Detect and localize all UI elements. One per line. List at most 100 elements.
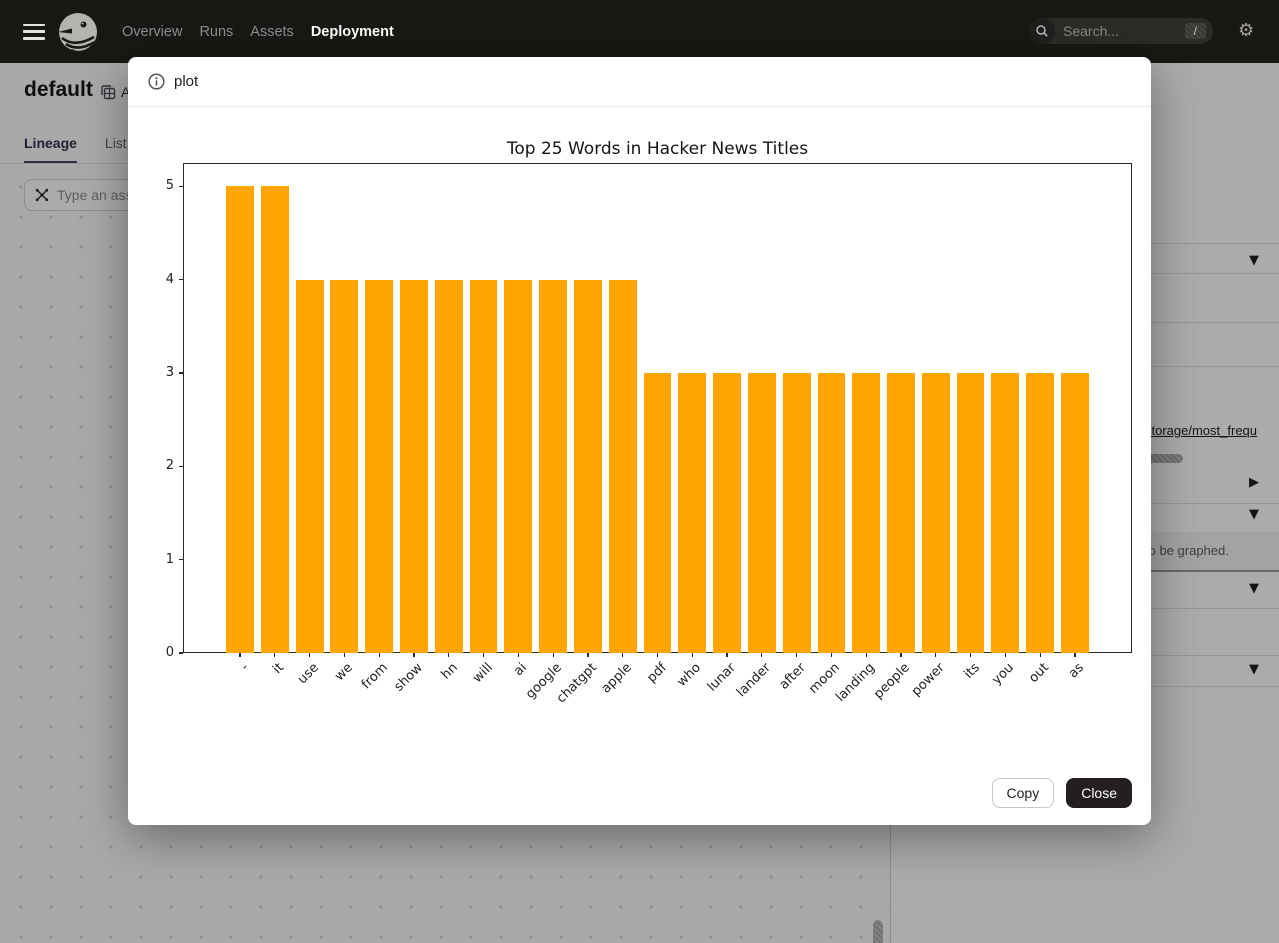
x-tick-mark (865, 653, 867, 657)
slash-shortcut-badge: / (1184, 23, 1206, 39)
gear-icon[interactable]: ⚙ (1238, 20, 1255, 41)
repo-label: A (101, 84, 130, 100)
y-tick-label: 3 (165, 365, 174, 380)
x-tick-mark (482, 653, 485, 657)
menu-icon[interactable] (23, 23, 45, 40)
x-tick-mark (448, 653, 450, 657)
info-icon (148, 73, 165, 90)
bar-google (539, 279, 568, 653)
bar-after (782, 373, 811, 653)
dagster-logo[interactable] (58, 12, 98, 52)
x-tick-mark (343, 653, 345, 657)
chart-title: Top 25 Words in Hacker News Titles (506, 139, 809, 159)
copy-button[interactable]: Copy (991, 778, 1055, 808)
search-box[interactable]: Search... / (1029, 18, 1213, 44)
nav-links: Overview Runs Assets Deployment (122, 24, 394, 40)
y-tick-label: 4 (165, 271, 174, 287)
chevron-down-icon[interactable]: ▼ (1249, 253, 1259, 268)
chevron-down-icon[interactable]: ▼ (1249, 507, 1259, 522)
search-placeholder: Search... (1063, 23, 1120, 39)
bar-as (1061, 373, 1089, 653)
bar-ai (504, 279, 533, 653)
nav-runs[interactable]: Runs (199, 23, 234, 40)
x-tick-mark (691, 653, 693, 657)
y-tick-mark (179, 185, 183, 187)
close-button[interactable]: Close (1066, 778, 1132, 808)
bar-who (678, 373, 707, 653)
bar-apple (608, 279, 637, 653)
x-tick-mark (969, 653, 972, 657)
bar-landing (852, 373, 881, 653)
plot-dialog: plot Top 25 Words in Hacker News Titles 0… (128, 57, 1151, 825)
x-tick-mark (309, 653, 311, 657)
bar-you (991, 373, 1020, 653)
zoom-slider[interactable] (873, 920, 883, 943)
bar-chatgpt (574, 279, 602, 653)
y-tick-label: 0 (165, 645, 174, 660)
x-tick-mark (900, 653, 902, 657)
nav-deployment[interactable]: Deployment (310, 23, 394, 40)
asset-path-link[interactable]: storage/most_frequ (1145, 423, 1258, 438)
tab-lineage[interactable]: Lineage (24, 135, 77, 163)
asset-description-text: to be graphed. (1145, 543, 1229, 558)
y-tick-mark (179, 559, 183, 561)
bar-from (365, 279, 394, 653)
dialog-footer: Copy Close (991, 778, 1132, 808)
dialog-header: plot (128, 57, 1151, 107)
x-tick-mark (1039, 653, 1041, 657)
y-tick-mark (179, 279, 183, 281)
x-tick-mark (552, 653, 554, 657)
x-tick-mark (796, 653, 798, 657)
view-tabs: Lineage List (24, 135, 127, 163)
asset-search-placeholder: Type an ass (57, 187, 133, 203)
chevron-down-icon[interactable]: ▼ (1249, 581, 1259, 596)
bar-it (260, 186, 289, 653)
nav-assets[interactable]: Assets (250, 23, 294, 40)
x-tick-mark (656, 653, 659, 657)
x-tick-mark (726, 653, 728, 657)
bar-chart: Top 25 Words in Hacker News Titles 0 1 2 3 4 5… (128, 57, 1151, 825)
x-tick-mark (935, 653, 937, 657)
bar-will (469, 279, 498, 653)
page-title: default (24, 78, 93, 101)
x-tick-mark (378, 653, 380, 657)
x-tick-mark (239, 653, 241, 657)
bar-people (887, 373, 915, 653)
y-tick-label: 2 (165, 458, 174, 474)
bar-lander (747, 373, 776, 653)
x-tick-mark (1074, 653, 1076, 657)
x-tick-mark (830, 653, 833, 657)
bar-lunar (713, 373, 741, 653)
search-icon (1029, 18, 1055, 44)
top-nav: Overview Runs Assets Deployment Search..… (0, 0, 1279, 63)
bar-power (921, 373, 950, 653)
chevron-down-icon[interactable]: ▼ (1249, 662, 1259, 677)
x-tick-mark (622, 653, 624, 657)
asset-graph-icon (35, 188, 49, 202)
x-tick-mark (1004, 653, 1006, 657)
y-tick-mark (179, 652, 183, 654)
nav-overview[interactable]: Overview (122, 23, 183, 40)
bar-pdf (643, 373, 672, 653)
y-tick-mark (179, 372, 183, 374)
repo-icon (101, 84, 116, 99)
chevron-right-icon[interactable]: ▶ (1249, 475, 1259, 490)
bar-moon (817, 373, 846, 653)
bar-show (400, 279, 428, 653)
y-tick-mark (179, 465, 183, 467)
y-tick-label: 5 (165, 178, 174, 194)
bar-we (330, 279, 359, 653)
tab-list[interactable]: List (104, 135, 127, 151)
bar-hn (434, 279, 463, 653)
horizontal-scrollbar[interactable] (1145, 454, 1183, 463)
x-tick-mark (274, 653, 276, 657)
repo-label-text: A (121, 84, 131, 100)
dialog-title: plot (174, 73, 199, 90)
bar-- (226, 186, 254, 653)
x-tick-mark (517, 653, 519, 657)
bar-out (1026, 373, 1055, 653)
bar-use (295, 279, 324, 653)
x-tick-mark (413, 653, 415, 657)
bar-its (956, 373, 985, 653)
x-tick-mark (587, 653, 589, 657)
